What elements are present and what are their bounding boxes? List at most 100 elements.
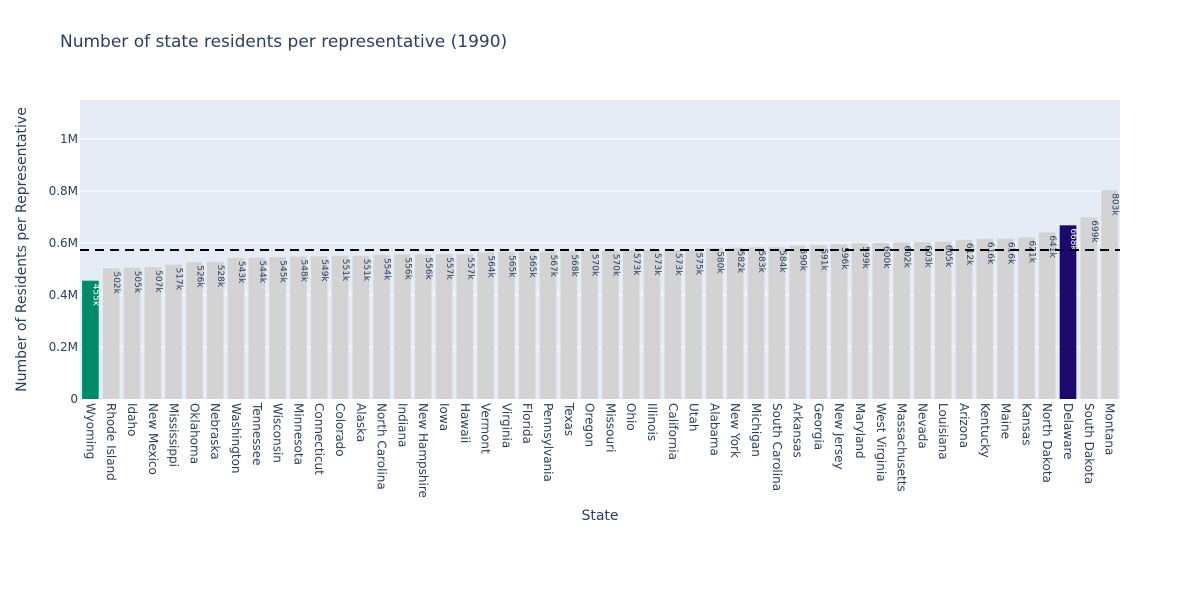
x-tick-label: Kansas — [1019, 403, 1033, 445]
bar — [747, 247, 765, 399]
bar-value-label: 599k — [860, 246, 870, 269]
bar-value-label: 567k — [548, 255, 558, 278]
x-tick-label: Massachusetts — [895, 403, 909, 492]
chart-title: Number of state residents per representa… — [60, 32, 508, 52]
bar-value-label: 641k — [1047, 235, 1057, 258]
bar — [1018, 237, 1035, 399]
bar-value-label: 616k — [1006, 242, 1016, 265]
x-tick-label: Oregon — [583, 403, 597, 447]
bar — [622, 250, 640, 399]
bar — [498, 252, 515, 399]
bar — [851, 243, 869, 399]
bar-value-label: 517k — [174, 268, 184, 291]
bar — [394, 254, 411, 399]
bar — [435, 254, 453, 399]
x-tick-label: Virginia — [499, 403, 513, 448]
bar — [664, 250, 682, 399]
x-tick-label: Wisconsin — [271, 403, 285, 463]
bar-value-label: 573k — [631, 253, 641, 276]
bar — [331, 255, 349, 399]
bar — [186, 262, 203, 399]
bar-value-label: 564k — [486, 255, 496, 278]
bar-value-label: 502k — [111, 271, 121, 294]
bar — [352, 255, 370, 399]
x-tick-label: Indiana — [395, 403, 409, 447]
bar — [976, 238, 994, 399]
bar — [1080, 217, 1098, 399]
bar — [269, 257, 286, 399]
bar-value-label: 556k — [423, 257, 433, 280]
x-tick-label: Maine — [999, 403, 1013, 439]
bar-value-label: 528k — [215, 265, 225, 288]
x-tick-label: Hawaii — [458, 403, 472, 443]
x-tick-label: Oklahoma — [187, 403, 201, 464]
x-tick-label: Michigan — [749, 403, 763, 457]
bar-value-label: 590k — [798, 249, 808, 272]
bar — [373, 254, 390, 399]
x-tick-label: Nevada — [915, 403, 929, 449]
bar — [518, 252, 536, 399]
x-tick-label: South Dakota — [1082, 403, 1096, 484]
y-axis-ticks: 0 0.2M 0.4M 0.6M 0.8M 1M — [49, 132, 78, 406]
x-tick-label: Missouri — [603, 403, 617, 452]
bar-value-label: 591k — [818, 248, 828, 271]
x-tick-label: Kentucky — [978, 403, 992, 458]
x-tick-label: New York — [728, 403, 742, 458]
bar — [706, 248, 723, 399]
bar-value-label: 554k — [382, 258, 392, 281]
bar — [82, 280, 99, 399]
x-tick-label: Maryland — [853, 403, 867, 459]
bar-value-label: 575k — [694, 253, 704, 276]
x-tick-label: Florida — [520, 403, 534, 444]
x-tick-label: Louisiana — [936, 403, 950, 460]
y-tick-label: 0.8M — [49, 184, 78, 198]
x-tick-label: Delaware — [1061, 403, 1075, 460]
bar — [227, 257, 245, 399]
bar-value-label: 565k — [506, 255, 516, 278]
x-tick-label: Wyoming — [83, 403, 97, 459]
x-tick-label: Iowa — [437, 403, 451, 431]
bar-value-label: 583k — [756, 250, 766, 273]
bar-value-label: 699k — [1089, 220, 1099, 243]
bar — [414, 254, 432, 399]
bar — [893, 242, 910, 399]
bar — [726, 247, 744, 399]
bars — [82, 190, 1118, 399]
x-tick-label: Texas — [562, 402, 576, 436]
bar-value-label: 549k — [319, 259, 329, 282]
bar-value-label: 570k — [610, 254, 620, 277]
bar-value-label: 570k — [590, 254, 600, 277]
bar-value-label: 573k — [673, 253, 683, 276]
x-tick-label: Montana — [1103, 403, 1117, 455]
bar — [1038, 232, 1056, 399]
bar — [602, 250, 619, 399]
bar — [810, 245, 827, 399]
bar-labels: 455k 502k 505k 507k 517k 526k 528k 543k 544k 545k… — [90, 193, 1119, 307]
bar — [1059, 225, 1077, 399]
x-tick-label: Minnesota — [291, 403, 305, 465]
bar-value-label: 556k — [402, 257, 412, 280]
x-tick-label: Illinois — [645, 403, 659, 441]
bar — [123, 267, 141, 399]
x-tick-label: Connecticut — [312, 403, 326, 475]
bar — [290, 256, 307, 399]
x-tick-label: Idaho — [125, 403, 139, 436]
bar — [248, 257, 266, 399]
x-tick-label: Georgia — [811, 403, 825, 450]
x-tick-label: Utah — [687, 403, 701, 431]
x-tick-label: West Virginia — [874, 403, 888, 482]
x-tick-label: South Carolina — [770, 403, 784, 491]
x-tick-label: Washington — [229, 403, 243, 474]
bar — [872, 243, 890, 399]
bar — [789, 245, 806, 399]
bar-value-label: 551k — [361, 259, 371, 282]
bar-value-label: 668k — [1068, 228, 1078, 251]
x-tick-label: New Jersey — [832, 403, 846, 470]
x-tick-label: California — [666, 403, 680, 460]
bar-value-label: 551k — [340, 259, 350, 282]
bar — [934, 241, 952, 399]
x-tick-label: Rhode Island — [104, 403, 118, 481]
bar — [539, 251, 557, 399]
bar-value-label: 548k — [298, 260, 308, 283]
x-tick-label: New Hampshire — [416, 403, 430, 498]
